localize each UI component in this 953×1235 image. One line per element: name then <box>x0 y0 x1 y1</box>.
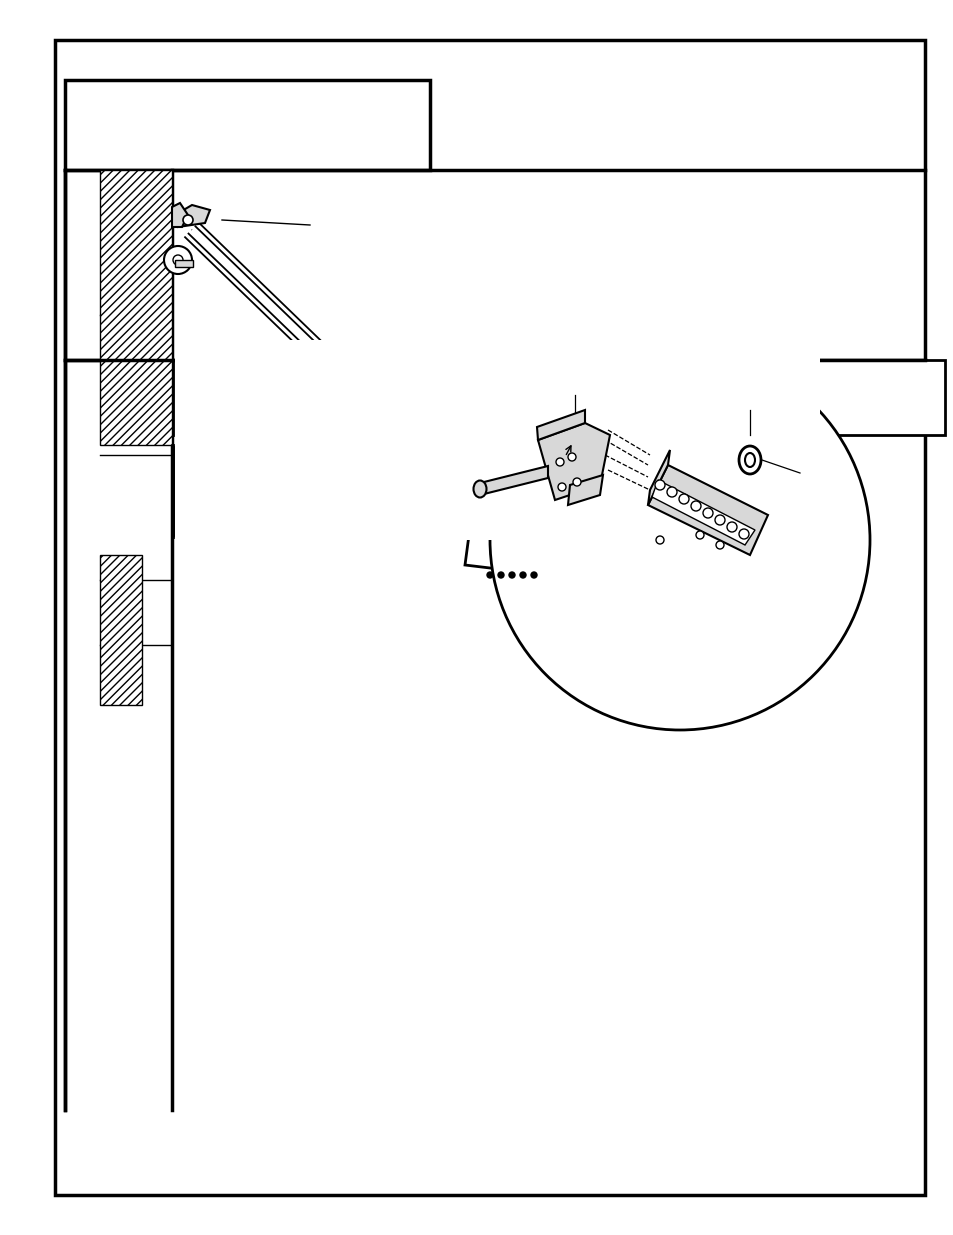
Circle shape <box>340 368 347 375</box>
Bar <box>174 340 820 540</box>
Polygon shape <box>651 480 754 545</box>
Circle shape <box>164 246 192 274</box>
Circle shape <box>201 478 229 506</box>
Bar <box>100 170 172 445</box>
Bar <box>65 80 430 170</box>
Circle shape <box>696 531 703 538</box>
Text: series: series <box>495 529 524 542</box>
Polygon shape <box>479 466 547 495</box>
Ellipse shape <box>473 480 486 498</box>
Ellipse shape <box>739 446 760 474</box>
Ellipse shape <box>547 479 562 505</box>
Circle shape <box>172 254 183 266</box>
Circle shape <box>714 515 724 525</box>
Circle shape <box>716 541 723 550</box>
Circle shape <box>497 572 503 578</box>
Circle shape <box>519 572 525 578</box>
Circle shape <box>702 508 712 517</box>
Circle shape <box>690 501 700 511</box>
Circle shape <box>573 478 580 487</box>
Polygon shape <box>327 356 376 403</box>
Polygon shape <box>448 359 619 495</box>
Bar <box>479 359 589 425</box>
Polygon shape <box>537 424 609 500</box>
Circle shape <box>486 572 493 578</box>
Bar <box>174 447 820 537</box>
Circle shape <box>531 572 537 578</box>
Polygon shape <box>479 359 589 425</box>
Circle shape <box>556 458 563 466</box>
Bar <box>174 359 944 435</box>
Bar <box>174 445 814 535</box>
Polygon shape <box>185 222 581 608</box>
Circle shape <box>347 370 355 378</box>
Bar <box>174 261 193 267</box>
Circle shape <box>655 480 664 490</box>
Circle shape <box>656 536 663 543</box>
Circle shape <box>666 487 677 496</box>
Circle shape <box>509 572 515 578</box>
Circle shape <box>567 453 576 461</box>
Polygon shape <box>647 466 767 555</box>
Circle shape <box>679 494 688 504</box>
Ellipse shape <box>744 453 754 467</box>
Polygon shape <box>174 205 210 227</box>
Bar <box>100 555 142 705</box>
Circle shape <box>654 456 725 529</box>
Polygon shape <box>567 475 602 505</box>
Circle shape <box>726 522 737 532</box>
Polygon shape <box>537 410 584 440</box>
Circle shape <box>739 529 748 538</box>
Circle shape <box>509 487 520 498</box>
Circle shape <box>490 350 869 730</box>
Circle shape <box>558 483 565 492</box>
Polygon shape <box>172 203 188 227</box>
Circle shape <box>193 471 236 514</box>
Circle shape <box>347 358 355 364</box>
Bar <box>214 479 555 505</box>
Circle shape <box>183 215 193 225</box>
Polygon shape <box>647 450 669 505</box>
Polygon shape <box>464 490 599 580</box>
